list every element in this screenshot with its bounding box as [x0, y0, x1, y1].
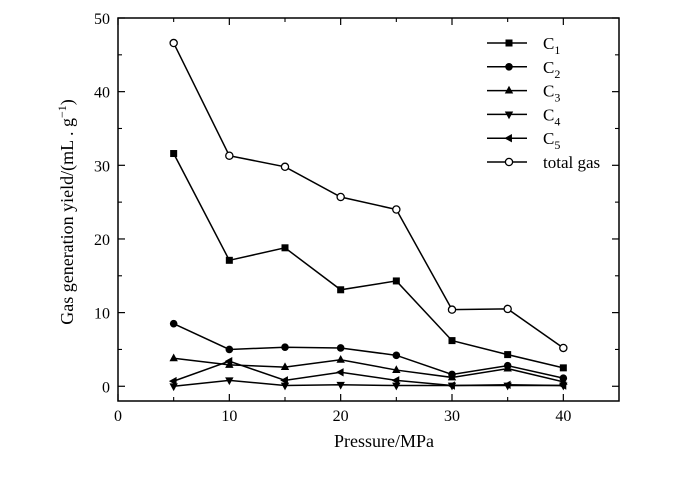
data-point [335, 368, 344, 377]
y-tick-label: 20 [94, 232, 110, 249]
x-tick-label: 0 [114, 408, 122, 425]
series-layer [168, 38, 568, 392]
data-point [336, 354, 345, 363]
legend-label-subscript: 4 [554, 114, 560, 128]
y-axis-label-exponent: −1 [55, 105, 69, 118]
legend-marker [505, 63, 513, 71]
series-c5 [168, 357, 567, 390]
data-point [170, 150, 178, 158]
legend-label: C2 [543, 58, 560, 81]
data-point [280, 162, 290, 172]
legend-label-subscript: 1 [554, 43, 560, 57]
data-point [280, 362, 290, 371]
legend-label-text: C [543, 58, 554, 77]
x-axis-label: Pressure/MPa [334, 431, 434, 451]
legend-marker [504, 157, 514, 167]
legend-label: C3 [543, 82, 560, 105]
data-point [168, 376, 177, 386]
data-point [392, 277, 400, 285]
legend-marker [504, 134, 512, 143]
data-point [281, 244, 289, 252]
data-point [336, 192, 345, 202]
data-point [448, 337, 456, 345]
data-point [447, 372, 457, 381]
y-axis-label-main: Gas generation yield/(mL . g [57, 118, 78, 325]
data-point [337, 286, 345, 294]
legend-label: total gas [543, 153, 600, 172]
data-point [391, 376, 400, 385]
legend-label-subscript: 3 [554, 91, 560, 105]
data-point [280, 382, 290, 391]
data-point [280, 376, 288, 385]
data-point [392, 205, 401, 214]
data-point [169, 319, 178, 328]
data-point [559, 343, 568, 353]
plot-frame [117, 17, 620, 402]
series-line [173, 357, 564, 383]
data-point [225, 345, 234, 354]
series-c2 [169, 319, 568, 382]
legend-label-text: C [543, 34, 554, 53]
data-point [169, 383, 178, 392]
legend-label-text: C [543, 129, 554, 148]
data-point [503, 363, 512, 372]
y-tick-label: 30 [94, 158, 110, 175]
legend-label: C5 [543, 129, 560, 152]
y-tick-label: 50 [94, 11, 110, 28]
data-point [281, 343, 289, 352]
data-point [447, 305, 457, 314]
legend-marker [504, 85, 514, 94]
y-axis-label: Gas generation yield/(mL . g−1) [55, 99, 78, 325]
data-point [336, 344, 345, 352]
data-point [504, 351, 512, 359]
data-point [392, 382, 401, 391]
legend-label: C4 [543, 105, 560, 128]
y-axis-label-close: ) [57, 99, 78, 105]
x-tick-label: 20 [333, 408, 349, 425]
axes: 0 10 20 30 40 0 10 20 30 40 50 [94, 11, 620, 425]
x-tick-label: 30 [444, 408, 460, 425]
data-point [447, 381, 455, 390]
legend-label-subscript: 5 [554, 138, 560, 152]
legend-label-subscript: 2 [554, 67, 560, 81]
data-point [392, 351, 401, 360]
series-line [173, 360, 564, 387]
series-line [173, 322, 564, 379]
series-total-gas [169, 38, 568, 353]
data-point [224, 357, 233, 366]
data-point [559, 364, 567, 372]
series-c1 [170, 150, 567, 372]
legend-label-text: C [543, 82, 554, 101]
data-point [392, 365, 401, 374]
y-tick-label: 40 [94, 85, 110, 102]
data-point [169, 38, 178, 48]
data-point [558, 381, 567, 390]
legend-label-text: total gas [543, 153, 600, 172]
data-point [502, 380, 511, 389]
series-line [173, 153, 564, 369]
data-point [225, 377, 234, 386]
legend-label: C1 [543, 34, 560, 57]
legend-marker [504, 111, 514, 120]
x-tick-label: 10 [221, 408, 237, 425]
legend-marker [505, 39, 513, 47]
data-point [225, 256, 233, 264]
data-point [336, 381, 345, 390]
y-tick-label: 0 [102, 379, 110, 396]
series-line [172, 42, 564, 349]
data-point [503, 304, 512, 314]
y-tick-label: 10 [94, 306, 110, 323]
data-point [225, 151, 234, 160]
x-tick-label: 40 [555, 408, 571, 425]
legend-label-text: C [543, 105, 554, 124]
data-point [169, 353, 178, 362]
data-point [225, 360, 234, 368]
